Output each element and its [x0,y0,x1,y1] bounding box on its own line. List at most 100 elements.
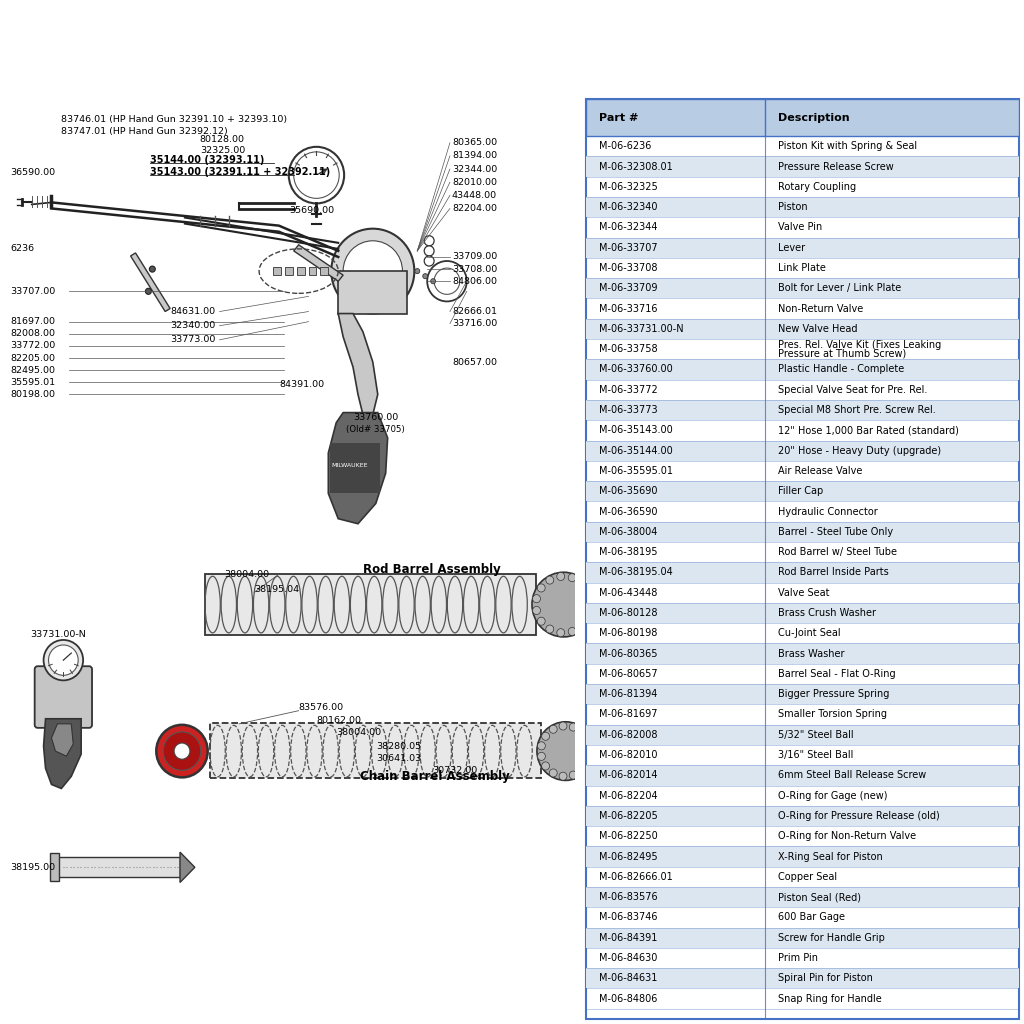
Text: 82010.00: 82010.00 [452,178,497,186]
Text: Link Plate: Link Plate [778,263,826,273]
Text: Piston Kit with Spring & Seal: Piston Kit with Spring & Seal [778,141,918,152]
Circle shape [549,769,557,777]
Text: 81394.00: 81394.00 [452,152,497,161]
Text: Plastic Handle - Complete: Plastic Handle - Complete [778,365,905,375]
Polygon shape [131,253,170,311]
Circle shape [532,595,541,603]
Circle shape [538,617,545,626]
Text: M-06-38195.04: M-06-38195.04 [599,567,673,578]
Polygon shape [44,719,81,788]
Text: M-06-82008: M-06-82008 [599,730,657,739]
Circle shape [557,629,564,637]
Text: Rod Barrel w/ Steel Tube: Rod Barrel w/ Steel Tube [778,547,897,557]
Text: 82205.00: 82205.00 [10,353,55,362]
Text: 84631.00: 84631.00 [170,307,215,316]
Text: Valve Seat: Valve Seat [778,588,830,598]
Text: 6236: 6236 [10,245,34,253]
Text: M-06-82205: M-06-82205 [599,811,657,821]
Bar [586,847,1019,866]
Text: Chain Barrel Assembly: Chain Barrel Assembly [360,770,510,783]
Text: Barrel Seal - Flat O-Ring: Barrel Seal - Flat O-Ring [778,669,896,679]
Text: 33773.00: 33773.00 [170,335,215,344]
Text: Lever: Lever [778,243,806,253]
Circle shape [415,268,420,273]
Circle shape [542,762,550,770]
Text: M-06-38195: M-06-38195 [599,547,657,557]
Circle shape [427,261,467,301]
Bar [586,887,1019,907]
Bar [586,197,1019,217]
Text: 80128.00: 80128.00 [200,135,245,144]
Bar [586,359,1019,380]
Circle shape [532,572,595,637]
Text: 33709.00: 33709.00 [452,253,497,261]
Text: Valve Pin: Valve Pin [778,222,822,232]
Text: 33760.00: 33760.00 [353,413,398,422]
Text: 82204.00: 82204.00 [452,204,497,213]
Polygon shape [51,724,74,756]
Bar [210,723,541,778]
Text: 84391.00: 84391.00 [279,380,324,389]
Circle shape [145,289,152,294]
Text: Part #: Part # [599,113,638,123]
Text: M-06-82666.01: M-06-82666.01 [599,871,673,882]
Text: M-06-33708: M-06-33708 [599,263,657,273]
Text: M-06-38004: M-06-38004 [599,526,657,537]
Text: M-06-32325: M-06-32325 [599,182,657,191]
Text: (Old# 33705): (Old# 33705) [346,425,404,434]
Text: M-06-84806: M-06-84806 [599,993,657,1004]
Polygon shape [180,852,195,883]
Text: Pressure at Thumb Screw): Pressure at Thumb Screw) [778,348,906,358]
Text: M-06-84630: M-06-84630 [599,953,657,963]
Text: M-06-33731.00-N: M-06-33731.00-N [599,324,683,334]
Text: M-06-83576: M-06-83576 [599,892,657,902]
Circle shape [532,606,541,614]
Text: Brass Washer: Brass Washer [778,648,845,658]
Text: M-06-32308.01: M-06-32308.01 [599,162,673,172]
Text: M-06-82014: M-06-82014 [599,770,657,780]
Circle shape [568,573,577,582]
Text: M-06-32391.20 (Chain): M-06-32391.20 (Chain) [282,48,513,66]
Text: M-06-33773: M-06-33773 [599,406,657,415]
Circle shape [538,741,546,750]
Text: Spiral Pin for Piston: Spiral Pin for Piston [778,973,873,983]
Text: We stock parts for the popular Wanner grease pumps
and can rebuild them if you a: We stock parts for the popular Wanner gr… [575,31,910,63]
Bar [586,806,1019,826]
Text: 83576.00: 83576.00 [299,703,344,712]
Text: Rod Barrel Assembly: Rod Barrel Assembly [362,563,501,575]
Text: MILWAUKEE: MILWAUKEE [332,463,368,468]
Text: 32344.00: 32344.00 [452,165,497,173]
Circle shape [294,152,339,199]
Circle shape [424,246,434,256]
Text: 20" Hose - Heavy Duty (upgrade): 20" Hose - Heavy Duty (upgrade) [778,445,942,456]
Text: Snap Ring for Handle: Snap Ring for Handle [778,993,883,1004]
Text: 82495.00: 82495.00 [10,366,55,375]
Bar [331,443,380,494]
Text: M-06-81697: M-06-81697 [599,710,657,720]
Text: Piston Seal (Red): Piston Seal (Red) [778,892,861,902]
Text: Piston: Piston [778,202,808,212]
Circle shape [557,572,564,581]
Circle shape [588,600,595,608]
Bar [586,562,1019,583]
Bar [586,400,1019,420]
Text: 38004.00: 38004.00 [336,728,381,737]
Text: Bolt for Lever / Link Plate: Bolt for Lever / Link Plate [778,284,902,293]
Bar [586,643,1019,664]
Circle shape [537,722,594,780]
Text: 12" Hose 1,000 Bar Rated (standard): 12" Hose 1,000 Bar Rated (standard) [778,425,959,435]
Circle shape [423,273,428,279]
Circle shape [538,584,545,592]
Text: NEWEST: NEWEST [18,29,110,47]
Text: Screw for Handle Grip: Screw for Handle Grip [778,933,886,943]
Circle shape [431,279,435,284]
Circle shape [585,737,592,744]
Circle shape [424,256,434,266]
Text: M-06-82010: M-06-82010 [599,750,657,760]
Text: New Valve Head: New Valve Head [778,324,858,334]
Text: 5/32" Steel Ball: 5/32" Steel Ball [778,730,854,739]
Bar [586,603,1019,624]
Circle shape [546,625,554,633]
Text: O-Ring for Pressure Release (old): O-Ring for Pressure Release (old) [778,811,940,821]
Text: M-06-32344: M-06-32344 [599,222,657,232]
